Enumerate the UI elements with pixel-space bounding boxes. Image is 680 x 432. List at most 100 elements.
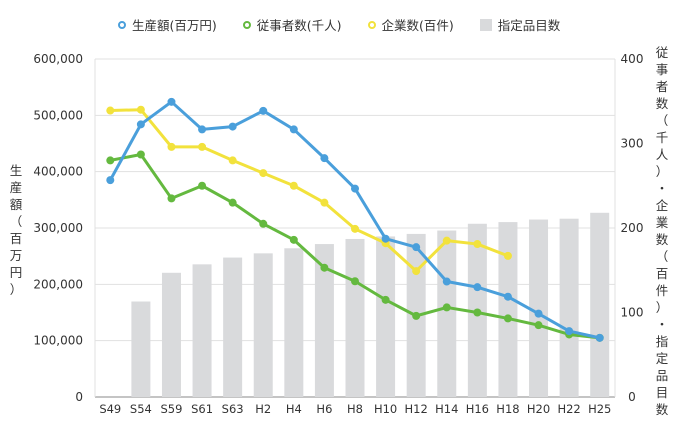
data-point	[595, 333, 604, 342]
data-point	[503, 314, 512, 323]
legend-label-items: 指定品目数	[497, 18, 561, 33]
y-right-tick-label: 100	[621, 306, 644, 320]
x-tick-label: H25	[588, 402, 611, 416]
data-point	[289, 125, 298, 134]
data-point	[198, 181, 207, 190]
y-right-tick-label: 300	[621, 137, 644, 151]
data-point	[320, 154, 329, 163]
data-point	[351, 184, 359, 193]
legend-marker-workers	[242, 20, 251, 29]
data-point	[167, 142, 176, 151]
x-tick-label: H14	[435, 402, 458, 416]
y-left-tick-label: 400,000	[33, 165, 83, 179]
data-point	[442, 277, 451, 286]
y-left-tick-label: 0	[75, 390, 83, 404]
data-point	[136, 150, 145, 159]
legend-item-items: 指定品目数	[479, 15, 561, 34]
y-right-tick-label: 0	[628, 390, 636, 404]
bar	[376, 236, 396, 397]
data-point	[106, 156, 115, 165]
x-tick-label: H22	[557, 402, 580, 416]
bar	[284, 248, 304, 397]
y-right-tick-label: 200	[621, 221, 644, 235]
bar	[223, 257, 243, 397]
y-axis-right-label: 従事者数（千人）・企業数（百件）・指定品目数	[655, 45, 669, 417]
y-left-tick-label: 500,000	[33, 108, 83, 122]
x-tick-label: H6	[316, 402, 332, 416]
legend-marker-companies	[367, 20, 376, 29]
data-point	[351, 277, 359, 286]
x-tick-label: S49	[99, 402, 121, 416]
legend-marker-production	[118, 20, 126, 29]
data-point	[106, 176, 115, 185]
data-point	[289, 235, 298, 244]
data-point	[259, 219, 268, 228]
bar	[498, 222, 518, 397]
data-point	[320, 263, 329, 272]
series-line	[108, 108, 510, 273]
data-point	[228, 122, 237, 131]
data-point	[503, 292, 512, 301]
data-point	[167, 97, 176, 106]
x-tick-label: H18	[496, 402, 519, 416]
legend-item-production: 生産額(百万円)	[118, 15, 217, 34]
x-tick-label: S59	[161, 402, 183, 416]
bar	[131, 301, 151, 397]
y-left-tick-label: 100,000	[33, 334, 83, 348]
x-tick-label: H16	[466, 402, 489, 416]
x-tick-label: H2	[255, 402, 271, 416]
y-left-tick-label: 600,000	[33, 52, 83, 66]
bar	[161, 272, 181, 397]
data-point	[412, 311, 421, 320]
data-point	[412, 267, 421, 276]
data-point	[473, 308, 482, 317]
data-point	[534, 321, 543, 330]
bar	[192, 264, 212, 397]
x-tick-label: S54	[130, 402, 152, 416]
x-tick-label: S63	[222, 402, 244, 416]
y-left-tick-label: 300,000	[33, 221, 83, 235]
x-tick-label: H10	[374, 402, 397, 416]
data-point	[167, 194, 176, 203]
data-point	[320, 198, 329, 207]
data-point	[198, 142, 207, 151]
x-tick-label: H4	[286, 402, 302, 416]
data-point	[534, 309, 543, 318]
data-point	[412, 243, 421, 252]
bar	[345, 238, 365, 397]
data-point	[351, 224, 359, 233]
data-point	[473, 283, 482, 292]
data-point	[381, 234, 390, 243]
data-point	[565, 327, 574, 336]
x-tick-label: S61	[191, 402, 213, 416]
x-tick-label: H12	[405, 402, 428, 416]
data-point	[473, 240, 482, 249]
x-tick-label: H20	[527, 402, 550, 416]
data-point	[289, 181, 298, 190]
legend-label-workers: 従事者数(千人)	[256, 18, 342, 33]
legend-label-companies: 企業数(百件)	[381, 18, 454, 33]
bar	[559, 218, 579, 397]
data-point	[228, 198, 237, 207]
bar	[314, 244, 334, 397]
data-point	[503, 251, 512, 260]
bar	[590, 212, 610, 397]
legend-marker-items	[479, 18, 492, 31]
y-left-tick-label: 200,000	[33, 277, 83, 291]
legend-item-workers: 従事者数(千人)	[242, 15, 342, 34]
data-point	[381, 295, 390, 304]
x-tick-label: H8	[347, 402, 363, 416]
legend: 生産額(百万円) 従事者数(千人) 企業数(百件) 指定品目数	[118, 15, 560, 34]
data-point	[442, 236, 451, 245]
data-point	[259, 106, 268, 115]
data-point	[136, 105, 145, 114]
legend-label-production: 生産額(百万円)	[132, 18, 217, 33]
y-axis-left-label: 生産額（百万円）	[9, 163, 23, 297]
data-point	[198, 125, 207, 134]
data-point	[106, 106, 115, 115]
bar	[253, 253, 273, 397]
bar	[529, 219, 549, 397]
data-point	[228, 156, 237, 165]
legend-item-companies: 企業数(百件)	[367, 15, 454, 34]
